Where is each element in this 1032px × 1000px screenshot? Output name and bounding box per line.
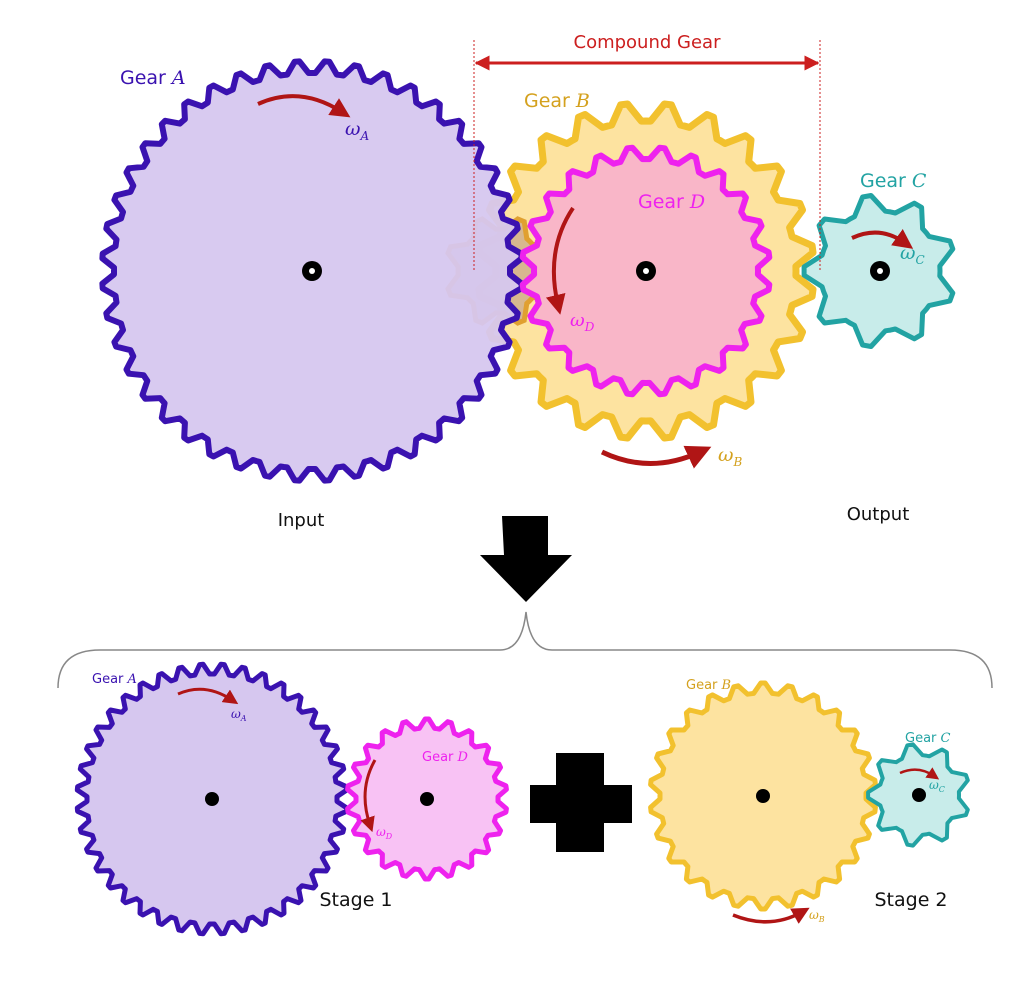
- plus-icon: [530, 753, 632, 852]
- gear-c-center: [870, 261, 890, 281]
- gear-b-rotation-arrow: [600, 445, 712, 469]
- gear-d-rotation-arrow: [545, 206, 575, 315]
- gear-d-center: [636, 261, 656, 281]
- stage2-gear-b-center: [756, 789, 770, 803]
- stage2-omega-b-label: ωB: [809, 908, 825, 924]
- gear-a-label: Gear A: [120, 67, 186, 89]
- compound-gear-bracket: [473, 40, 821, 270]
- stage1-gear-d-rotation-arrow: [360, 759, 377, 833]
- compound-gear-label: Compound Gear: [574, 32, 722, 53]
- input-label: Input: [278, 510, 325, 531]
- gear-b-label: Gear B: [524, 90, 590, 112]
- stage2-omega-c-label: ωC: [929, 778, 945, 794]
- gear-a-rotation-arrow: [257, 94, 351, 118]
- stage1-gear-a-center: [205, 792, 219, 806]
- stage2-gear-b-label: Gear B: [686, 678, 731, 693]
- stage1-gear-d-center: [420, 792, 434, 806]
- gear-c-rotation-arrow: [851, 229, 914, 249]
- stage1-label: Stage 1: [319, 889, 392, 911]
- omega-c-label: ωC: [900, 242, 925, 267]
- stage2-gear-c-rotation-arrow: [899, 767, 940, 780]
- stage2-gear-c-center: [912, 788, 926, 802]
- stage1-gear-a-rotation-arrow: [177, 687, 239, 705]
- stage2-gear-c-label: Gear C: [905, 731, 951, 746]
- omega-d-label: ωD: [570, 310, 595, 334]
- stage2-label: Stage 2: [874, 889, 947, 911]
- output-label: Output: [847, 504, 910, 525]
- gear-d-label: Gear D: [638, 191, 705, 213]
- down-arrow-icon: [480, 516, 572, 602]
- stage1-omega-d-label: ωD: [376, 825, 393, 841]
- stage1-gear-d-label: Gear D: [422, 750, 469, 765]
- stage1-gear-a-label: Gear A: [92, 672, 137, 687]
- gear-a-center: [302, 261, 322, 281]
- gear-c-label: Gear C: [860, 170, 927, 192]
- brace: [57, 611, 993, 689]
- omega-b-label: ωB: [718, 444, 743, 469]
- stage1-omega-a-label: ωA: [231, 707, 247, 723]
- stage2-gear-b-rotation-arrow: [732, 907, 810, 924]
- omega-a-label: ωA: [345, 118, 370, 143]
